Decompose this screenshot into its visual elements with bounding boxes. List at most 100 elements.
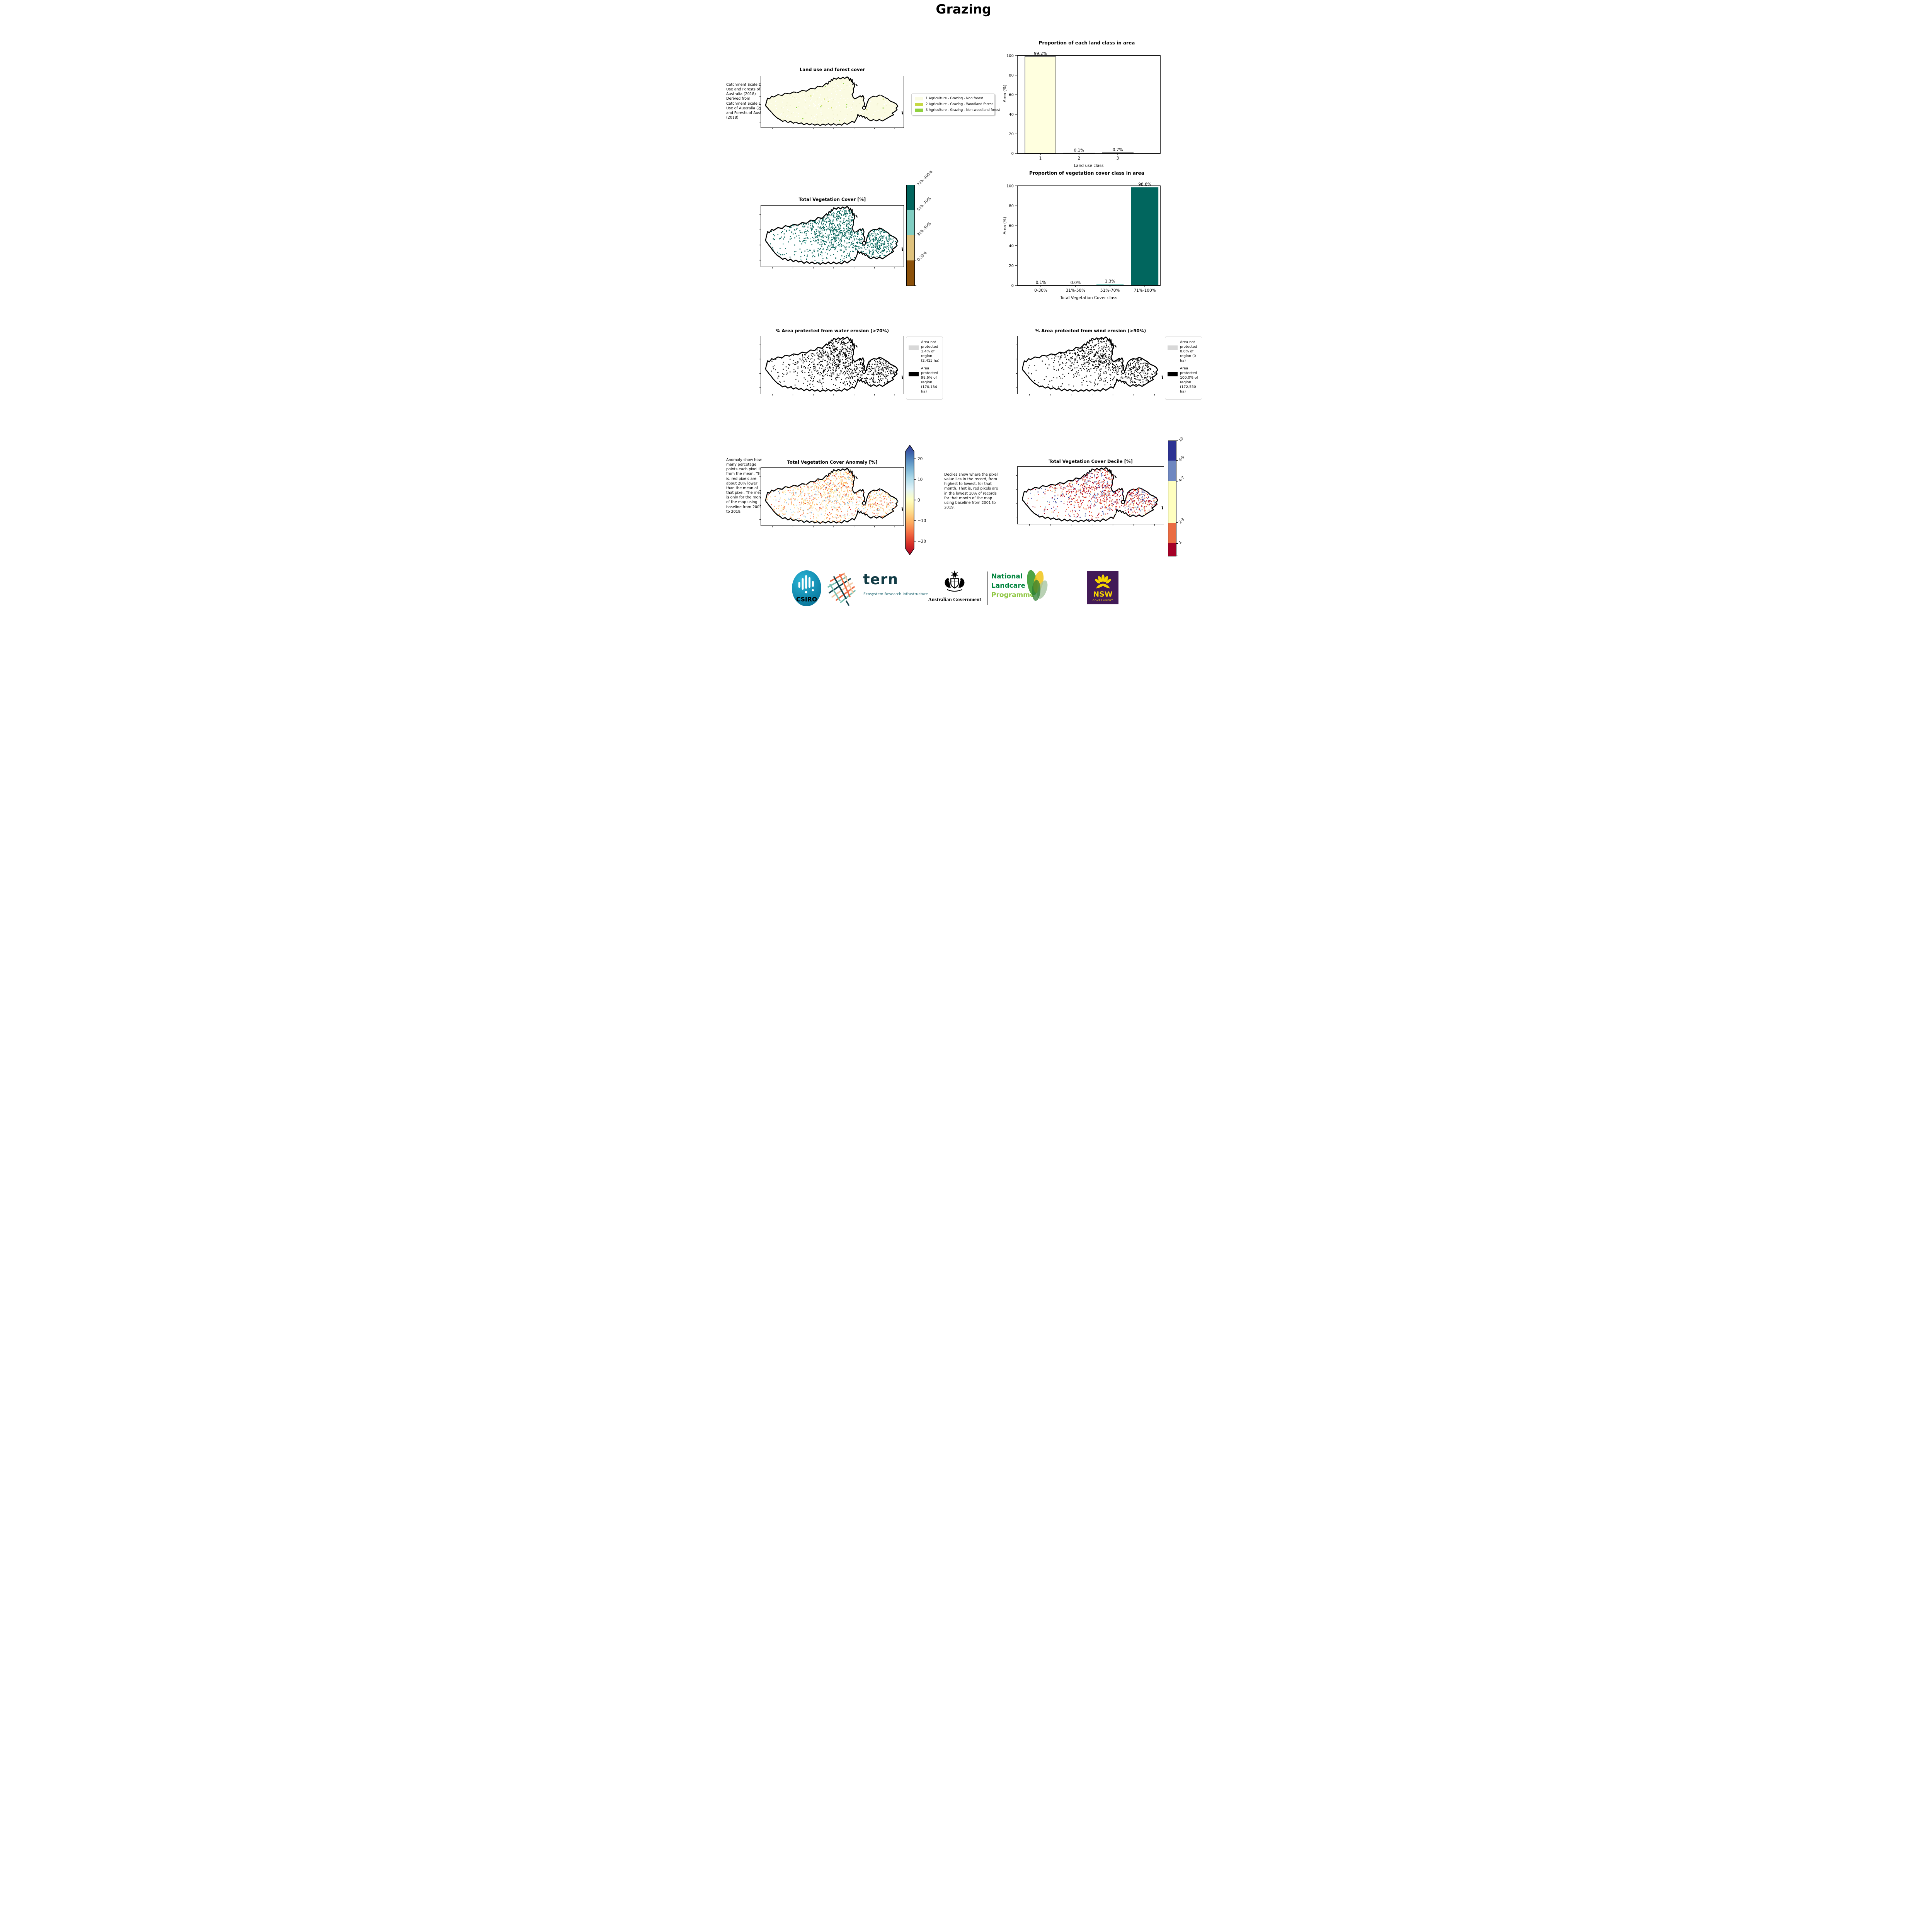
svg-text:0-30%: 0-30% <box>1034 288 1047 293</box>
y-axis-label: Area (%) <box>1003 217 1007 235</box>
svg-text:0: 0 <box>1011 152 1014 156</box>
not-protected-swatch <box>909 345 919 350</box>
legend-item: 2 Agriculture - Grazing - Woodland fores… <box>915 102 993 106</box>
veg-cover-map-canvas <box>759 206 903 269</box>
x-axis-label: Land use class <box>1074 163 1104 168</box>
veg-cover-map-title: Total Vegetation Cover [%] <box>798 197 866 202</box>
landcare-line1: National <box>991 573 1023 580</box>
svg-text:80: 80 <box>1009 204 1014 208</box>
svg-text:80: 80 <box>1009 73 1014 78</box>
australian-government-crest-icon <box>939 569 970 596</box>
decile-note: Deciles show where the pixel value lies … <box>944 473 998 510</box>
legend-label: 1 Agriculture - Grazing - Non forest <box>926 97 983 100</box>
grazing-report-page: Grazing Catchment Scale Land Use and For… <box>725 0 1202 610</box>
svg-text:100: 100 <box>1006 184 1014 189</box>
land-use-map-title: Land use and forest cover <box>800 67 865 72</box>
land-class-chart: Proportion of each land class in area Ar… <box>1003 40 1164 173</box>
svg-text:60: 60 <box>1009 224 1014 228</box>
veg-class-chart: Proportion of vegetation cover class in … <box>1003 170 1164 306</box>
anomaly-note: Anomaly show how many percetage points e… <box>726 458 765 514</box>
australian-government-label: Australian Government <box>928 597 981 602</box>
landcare-leaves-icon <box>1022 566 1051 607</box>
csiro-waveform-icon: CSIRO <box>796 575 817 603</box>
decile-map-canvas <box>1016 467 1163 526</box>
legend-item: 1 Agriculture - Grazing - Non forest <box>915 97 991 100</box>
landcare-line2: Landcare <box>991 582 1026 590</box>
svg-text:20: 20 <box>1009 132 1014 136</box>
chart-title: Proportion of vegetation cover class in … <box>1029 170 1144 176</box>
legend-swatch-nonforest <box>915 97 923 100</box>
svg-text:100: 100 <box>1006 54 1014 58</box>
water-erosion-legend: Area not protected 1.4% of region (2,415… <box>906 337 943 400</box>
bar-plot-canvas: 0 20 40 60 80 100 99.2% 1 0.1% 2 0.7% 3 <box>1006 51 1161 161</box>
svg-text:0.0%: 0.0% <box>1071 281 1081 285</box>
svg-text:40: 40 <box>1009 112 1014 117</box>
bar-plot-canvas: 0 20 40 60 80 100 0.1% 0-30% 0.0% 31%-50… <box>1006 182 1161 293</box>
legend-swatch-woodland <box>915 102 923 106</box>
svg-text:1.3%: 1.3% <box>1105 279 1115 284</box>
svg-text:2: 2 <box>1078 156 1080 161</box>
land-use-legend: 1 Agriculture - Grazing - Non forest 2 A… <box>911 94 1000 115</box>
nsw-government-logo: NSW GOVERNMENT <box>1087 571 1118 604</box>
wind-erosion-map-title: % Area protected from wind erosion (>50%… <box>1035 328 1146 333</box>
bar-plot: 0 20 40 60 80 100 99.2% 1 0.1% 2 0.7% 3 <box>1006 51 1161 161</box>
chart-title: Proportion of each land class in area <box>1038 40 1135 46</box>
y-axis-label: Area (%) <box>1003 85 1007 102</box>
nsw-label: NSW <box>1093 590 1113 599</box>
legend-item: Area protected 98.6% of region (170,134 … <box>909 366 940 394</box>
legend-item: Area protected 100.0% of region (172,550… <box>1168 366 1199 394</box>
svg-text:99.2%: 99.2% <box>1034 51 1047 56</box>
land-use-map <box>759 76 904 129</box>
national-landcare-logo: National Landcare Programme <box>991 572 1035 600</box>
nsw-sub-label: GOVERNMENT <box>1092 599 1113 602</box>
decile-map-title: Total Vegetation Cover Decile [%] <box>1049 459 1133 464</box>
protected-swatch <box>909 371 919 376</box>
svg-text:71%-100%: 71%-100% <box>1134 288 1156 293</box>
legend-text: Area protected 100.0% of region (172,550… <box>1180 366 1198 394</box>
legend-label: 3 Agriculture - Grazing - Non-woodland f… <box>926 108 1001 112</box>
wind-erosion-map <box>1016 336 1164 396</box>
veg-cover-map <box>759 205 904 269</box>
legend-item: 3 Agriculture - Grazing - Non-woodland f… <box>915 108 1000 112</box>
anomaly-map-title: Total Vegetation Cover Anomaly [%] <box>787 459 878 465</box>
anomaly-map <box>759 467 904 527</box>
legend-swatch-nonwoodland <box>915 108 923 112</box>
svg-text:60: 60 <box>1009 93 1014 97</box>
svg-text:20: 20 <box>1009 264 1014 268</box>
legend-item: Area not protected 1.4% of region (2,415… <box>909 340 940 363</box>
legend-label: 2 Agriculture - Grazing - Woodland fores… <box>926 102 993 106</box>
legend-text: Area not protected 0.0% of region (0 ha) <box>1180 340 1197 363</box>
decile-colorbar: 10 8-9 4-7 2-3 1 <box>1168 436 1185 556</box>
svg-text:0.7%: 0.7% <box>1113 148 1123 152</box>
tern-tagline: Ecosystem Research Infrastructure <box>863 592 928 596</box>
svg-text:0.1%: 0.1% <box>1074 148 1084 153</box>
svg-text:0.1%: 0.1% <box>1036 281 1046 285</box>
legend-text: Area protected 98.6% of region (170,134 … <box>921 366 938 394</box>
tern-australia-icon <box>822 569 860 607</box>
legend-item: Area not protected 0.0% of region (0 ha) <box>1168 340 1199 363</box>
svg-text:3: 3 <box>1117 156 1119 161</box>
wind-erosion-legend: Area not protected 0.0% of region (0 ha)… <box>1165 337 1202 400</box>
svg-text:0: 0 <box>1011 284 1014 288</box>
footer-divider <box>987 571 988 605</box>
tern-logo: tern <box>863 571 899 588</box>
bar-plot: 0 20 40 60 80 100 0.1% 0-30% 0.0% 31%-50… <box>1006 182 1161 293</box>
protected-swatch <box>1168 371 1178 376</box>
anomaly-map-canvas <box>759 468 903 527</box>
waratah-icon <box>1095 574 1111 588</box>
svg-text:40: 40 <box>1009 244 1014 248</box>
land-use-map-canvas <box>759 76 903 129</box>
wind-erosion-map-canvas <box>1016 336 1163 396</box>
anomaly-colorbar: 20 10 0 −10 −20 <box>905 445 926 555</box>
water-erosion-map-canvas <box>759 336 903 396</box>
legend-text: Area not protected 1.4% of region (2,415… <box>921 340 940 363</box>
csiro-logo: CSIRO <box>792 570 821 606</box>
page-title: Grazing <box>936 2 991 17</box>
land-use-note: Catchment Scale Land Use and Forests of … <box>726 83 770 120</box>
water-erosion-map-title: % Area protected from water erosion (>70… <box>776 328 889 333</box>
svg-text:31%-50%: 31%-50% <box>1066 288 1085 293</box>
x-axis-label: Total Vegetation Cover class <box>1060 296 1117 300</box>
veg-cover-colorbar: 71%-100% 51%-70% 31%-50% 0-30% <box>906 170 933 286</box>
landcare-line3: Programme <box>991 591 1035 599</box>
svg-text:51%-70%: 51%-70% <box>1100 288 1120 293</box>
